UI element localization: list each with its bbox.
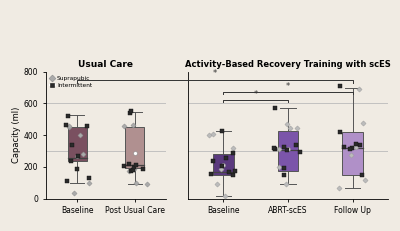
- Point: [218, 129, 225, 133]
- Point: [86, 176, 92, 180]
- Point: [128, 109, 135, 112]
- Point: [348, 153, 354, 156]
- Point: [230, 146, 236, 150]
- Title: Usual Care: Usual Care: [78, 61, 134, 70]
- Bar: [68, 127, 86, 161]
- Point: [210, 132, 216, 136]
- Point: [218, 164, 225, 168]
- Point: [353, 143, 360, 146]
- Point: [139, 167, 146, 171]
- Point: [133, 181, 139, 185]
- Point: [230, 173, 237, 177]
- Point: [281, 173, 288, 177]
- Point: [362, 178, 369, 182]
- Point: [232, 170, 238, 173]
- Text: *: *: [213, 69, 217, 78]
- Point: [294, 127, 300, 130]
- Point: [356, 143, 363, 147]
- Point: [66, 125, 72, 129]
- Point: [126, 169, 132, 173]
- Point: [131, 167, 137, 171]
- Point: [284, 148, 290, 152]
- Text: *: *: [286, 82, 290, 91]
- Point: [337, 131, 343, 134]
- Point: [77, 133, 83, 137]
- Point: [352, 145, 359, 148]
- Point: [86, 181, 92, 185]
- Point: [281, 145, 287, 149]
- Point: [71, 191, 78, 195]
- Bar: [126, 127, 144, 168]
- Point: [144, 182, 150, 186]
- Title: Activity-Based Recovery Training with scES: Activity-Based Recovery Training with sc…: [185, 61, 391, 70]
- Point: [272, 106, 278, 110]
- Point: [276, 147, 282, 151]
- Point: [133, 163, 140, 166]
- Point: [347, 147, 354, 150]
- Bar: [278, 131, 298, 171]
- Point: [210, 159, 216, 163]
- Point: [280, 166, 287, 170]
- Point: [206, 134, 213, 137]
- Y-axis label: Capacity (ml): Capacity (ml): [12, 107, 21, 163]
- Point: [341, 145, 347, 148]
- Point: [297, 150, 303, 154]
- Point: [283, 182, 289, 186]
- Point: [121, 125, 127, 128]
- Point: [63, 123, 69, 127]
- Point: [64, 179, 70, 183]
- Point: [64, 114, 71, 118]
- Bar: [213, 154, 234, 175]
- Point: [66, 124, 72, 128]
- Point: [293, 144, 299, 147]
- Point: [69, 144, 75, 147]
- Point: [222, 194, 228, 198]
- Bar: [342, 132, 363, 175]
- Point: [271, 146, 277, 150]
- Point: [222, 156, 229, 160]
- Point: [68, 159, 74, 163]
- Point: [356, 87, 362, 91]
- Point: [83, 125, 90, 128]
- Point: [336, 84, 343, 88]
- Point: [74, 167, 80, 171]
- Point: [335, 186, 342, 190]
- Point: [226, 170, 232, 174]
- Point: [287, 126, 294, 129]
- Point: [126, 162, 132, 166]
- Point: [230, 152, 236, 155]
- Point: [349, 146, 356, 150]
- Text: *: *: [254, 90, 258, 99]
- Point: [128, 169, 134, 173]
- Point: [121, 164, 127, 168]
- Point: [131, 165, 138, 169]
- Point: [272, 147, 278, 151]
- Legend: Suprapubic, Intermittent: Suprapubic, Intermittent: [49, 75, 93, 89]
- Point: [75, 154, 82, 158]
- Point: [214, 182, 220, 185]
- Point: [130, 123, 136, 127]
- Point: [284, 122, 290, 126]
- Point: [359, 121, 366, 125]
- Point: [80, 152, 86, 156]
- Point: [218, 167, 224, 171]
- Point: [359, 173, 366, 177]
- Point: [276, 165, 282, 169]
- Point: [208, 172, 214, 175]
- Point: [126, 111, 133, 115]
- Point: [130, 168, 136, 172]
